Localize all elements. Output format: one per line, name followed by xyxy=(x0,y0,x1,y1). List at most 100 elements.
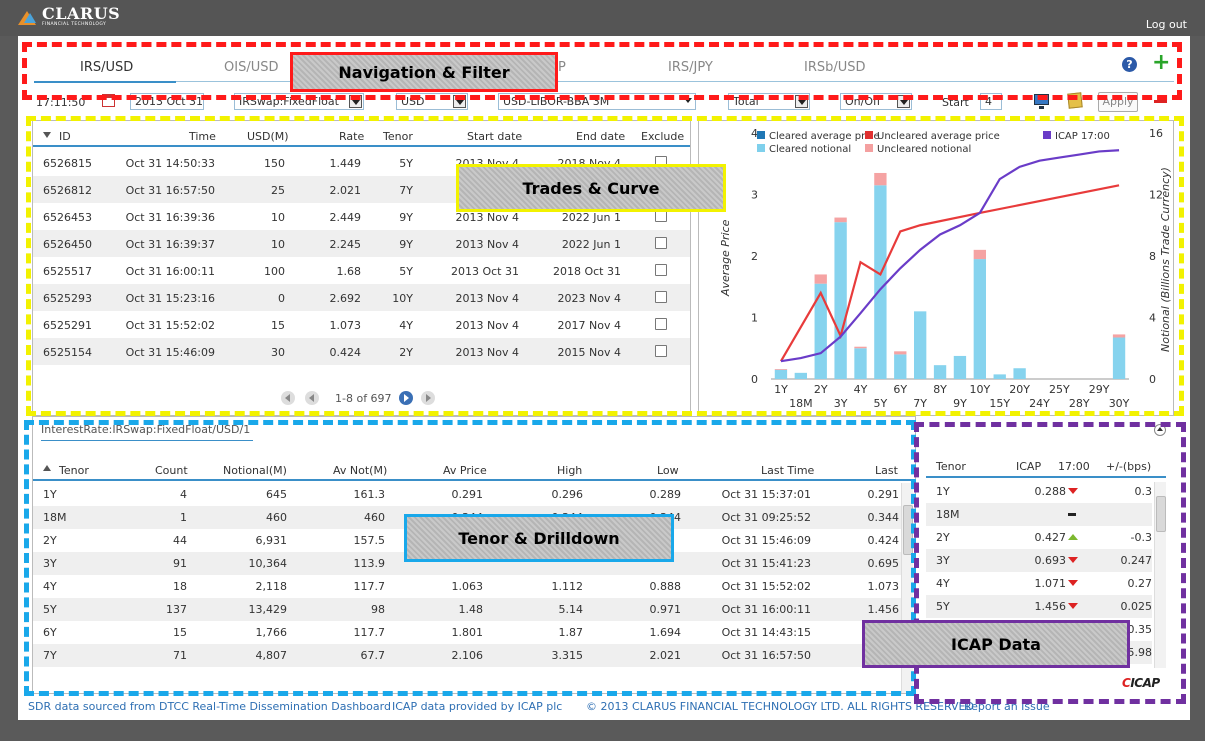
tenor-cell: 67.7 xyxy=(360,649,386,662)
x-tick-label: 8Y xyxy=(933,383,947,396)
index-select[interactable]: USD-LIBOR-BBA 3M xyxy=(498,93,696,110)
col-last-time[interactable]: Last Time xyxy=(761,464,815,477)
col-tenor[interactable]: Tenor xyxy=(59,464,89,477)
trade-cell: Oct 31 15:52:02 xyxy=(125,319,215,332)
col-count[interactable]: Count xyxy=(155,464,188,477)
last-page-icon[interactable] xyxy=(421,391,435,405)
y-axis-label: Average Price xyxy=(719,219,732,297)
tenor-row[interactable]: 7Y 71 4,807 67.7 2.106 3.315 2.021 Oct 31 16:57… xyxy=(33,644,901,667)
tab-ois-usd[interactable]: OIS/USD xyxy=(224,60,279,75)
onoff-select[interactable]: On/Off xyxy=(840,93,912,110)
tab-irsb-usd[interactable]: IRSb/USD xyxy=(804,60,866,75)
tenor-row[interactable]: 1Y 4 645 161.3 0.291 0.296 0.289 Oct 31 15:37:0… xyxy=(33,483,901,506)
tab-irs-jpy[interactable]: IRS/JPY xyxy=(668,60,713,75)
tab-partial[interactable]: P xyxy=(558,60,566,75)
y2-tick-label: 8 xyxy=(1149,250,1156,263)
tenor-row[interactable]: 4Y 18 2,118 117.7 1.063 1.112 0.888 Oct 31 15:5… xyxy=(33,575,901,598)
tenor-scroll-thumb[interactable] xyxy=(903,505,913,555)
sort-desc-icon[interactable] xyxy=(43,132,51,138)
col-tenor[interactable]: Tenor xyxy=(383,130,413,143)
navigation-callout: Navigation & Filter xyxy=(290,52,558,92)
remove-minus-icon[interactable] xyxy=(1154,100,1167,103)
tenor-cell: 460 xyxy=(364,511,385,524)
col-low[interactable]: Low xyxy=(657,464,679,477)
tenor-cell: 0.424 xyxy=(867,534,900,547)
col-id[interactable]: ID xyxy=(59,130,71,143)
tenor-cell: 6,931 xyxy=(255,534,288,547)
col-time[interactable]: Time xyxy=(189,130,216,143)
x-tick-label: 24Y xyxy=(1029,397,1050,410)
col-av-price[interactable]: Av Price xyxy=(443,464,487,477)
exclude-checkbox[interactable] xyxy=(655,318,667,330)
uncleared-notional-bar xyxy=(973,249,986,260)
legend-label: ICAP 17:00 xyxy=(1055,131,1110,142)
tenor-row[interactable]: 2Y 44 6,931 157.5 Oct 31 15:46:09 0.424 xyxy=(33,529,901,552)
icap-scrollbar[interactable] xyxy=(1154,482,1166,668)
tenor-row[interactable]: 6Y 15 1,766 117.7 1.801 1.87 1.694 Oct 31 14:43… xyxy=(33,621,901,644)
trade-row[interactable]: 6525517 Oct 31 16:00:11 100 1.68 5Y 2013 Oct … xyxy=(33,257,690,284)
trade-row[interactable]: 6526453 Oct 31 16:39:36 10 2.449 9Y 2013 Nov … xyxy=(33,203,690,230)
prev-page-icon[interactable] xyxy=(305,391,319,405)
trade-cell: 2013 Nov 4 xyxy=(455,319,519,332)
tenor-cell: 645 xyxy=(266,488,287,501)
product-select[interactable]: IRSwap:FixedFloat xyxy=(234,93,364,110)
trade-row[interactable]: 6525293 Oct 31 15:23:16 0 2.692 10Y 2013 Nov … xyxy=(33,284,690,311)
col-end-date[interactable]: End date xyxy=(576,130,626,143)
apply-button[interactable]: Apply xyxy=(1098,92,1138,112)
add-tab-plus-icon[interactable]: + xyxy=(1152,50,1171,75)
col-last[interactable]: Last xyxy=(875,464,898,477)
tenor-cell: 0.971 xyxy=(649,603,682,616)
icap-row: 5Y 1.456 0.025 xyxy=(926,595,1152,618)
report-issue-link[interactable]: Report an Issue xyxy=(964,700,1050,713)
exclude-checkbox[interactable] xyxy=(655,237,667,249)
trade-row[interactable]: 6525291 Oct 31 15:52:02 15 1.073 4Y 2013 Nov … xyxy=(33,311,690,338)
col-start-date[interactable]: Start date xyxy=(467,130,523,143)
col-high[interactable]: High xyxy=(557,464,583,477)
icap-cell: 0.693 xyxy=(1034,554,1067,567)
calendar-icon[interactable] xyxy=(102,94,115,107)
col-rate[interactable]: Rate xyxy=(339,130,365,143)
exclude-checkbox[interactable] xyxy=(655,291,667,303)
sdr-source-link[interactable]: SDR data sourced from DTCC Real-Time Dis… xyxy=(28,700,391,713)
collapse-icon[interactable] xyxy=(1154,424,1166,436)
y-tick-label: 3 xyxy=(751,189,758,202)
note-icon[interactable] xyxy=(1067,92,1083,109)
first-page-icon[interactable] xyxy=(281,391,295,405)
exclude-checkbox[interactable] xyxy=(655,345,667,357)
logout-link[interactable]: Log out xyxy=(1145,18,1187,31)
date-input[interactable]: 2013 Oct 31 xyxy=(130,93,204,110)
tab-irs-usd[interactable]: IRS/USD xyxy=(80,60,134,75)
icap-cell: -0.3 xyxy=(1130,531,1152,544)
icap-logo: CICAP xyxy=(1122,676,1160,690)
col-av-not[interactable]: Av Not(M) xyxy=(333,464,388,477)
total-select[interactable]: Total xyxy=(728,93,810,110)
tenor-cell: 98 xyxy=(371,603,385,616)
trade-row[interactable]: 6525154 Oct 31 15:46:09 30 0.424 2Y 2013 Nov … xyxy=(33,338,690,365)
trade-cell: 2Y xyxy=(399,346,413,359)
monitor-icon[interactable] xyxy=(1034,94,1049,109)
help-icon[interactable]: ? xyxy=(1122,57,1137,72)
exclude-checkbox[interactable] xyxy=(655,264,667,276)
tenor-row[interactable]: 5Y 137 13,429 98 1.48 5.14 0.971 Oct 31 16:00:1… xyxy=(33,598,901,621)
icap-scroll-thumb[interactable] xyxy=(1156,496,1166,532)
y2-tick-label: 0 xyxy=(1149,373,1156,386)
trade-row[interactable]: 6526450 Oct 31 16:39:37 10 2.245 9Y 2013 Nov … xyxy=(33,230,690,257)
tenor-cell: 1.063 xyxy=(451,580,484,593)
tenor-cell: 1Y xyxy=(43,488,57,501)
tenor-row[interactable]: 3Y 91 10,364 113.9 Oct 31 15:41:23 0.695 xyxy=(33,552,901,575)
col-usd[interactable]: USD(M) xyxy=(247,130,289,143)
icap-cell: 0.35 xyxy=(1127,623,1153,636)
next-page-icon[interactable] xyxy=(399,391,413,405)
icap-callout: ICAP Data xyxy=(862,620,1130,668)
chevron-down-icon xyxy=(453,95,466,108)
start-input[interactable]: 4 xyxy=(980,93,1002,110)
icap-source-link[interactable]: ICAP data provided by ICAP plc xyxy=(392,700,563,713)
sort-asc-icon[interactable] xyxy=(43,465,51,471)
icap-row: 2Y 0.427 -0.3 xyxy=(926,526,1152,549)
trade-cell: Oct 31 16:57:50 xyxy=(125,184,215,197)
y2-tick-label: 16 xyxy=(1149,127,1163,140)
col-tenor: Tenor xyxy=(936,460,966,473)
col-exclude[interactable]: Exclude xyxy=(641,130,685,143)
col-notional[interactable]: Notional(M) xyxy=(223,464,287,477)
currency-select[interactable]: USD xyxy=(396,93,468,110)
